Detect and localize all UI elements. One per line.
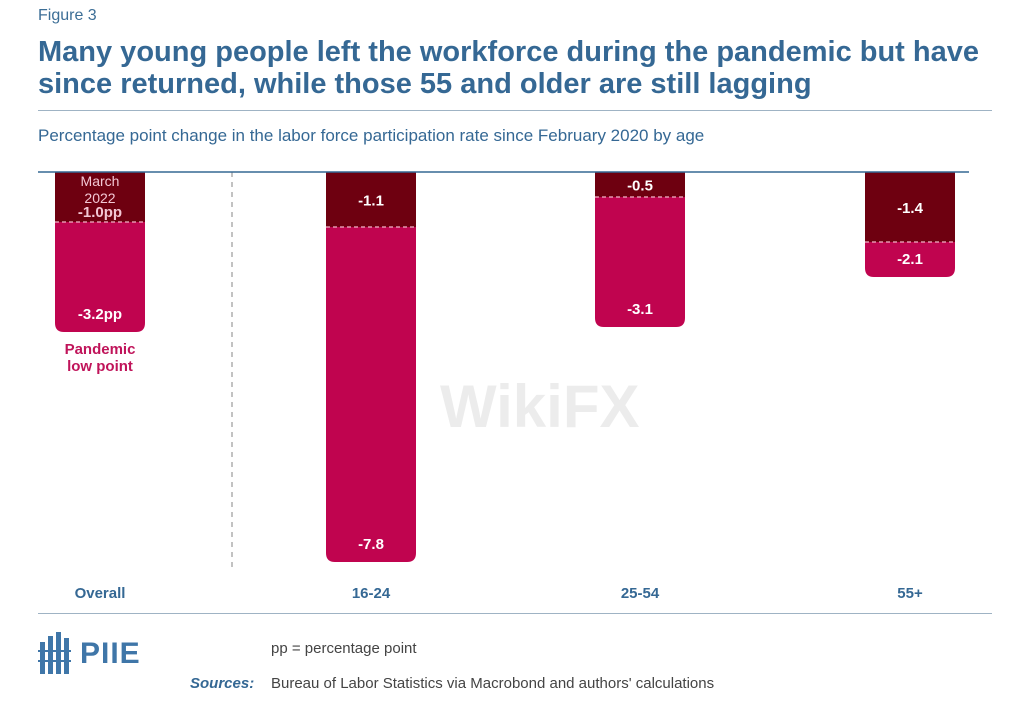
annotation-march: March [81, 173, 120, 189]
chart-subtitle: Percentage point change in the labor for… [38, 126, 705, 145]
bar-pandemic-low-25-54 [595, 172, 685, 327]
data-label-pandemic-low-Overall: -3.2pp [78, 306, 122, 323]
figure-label: Figure 3 [38, 7, 97, 24]
data-label-pandemic-low-25-54: -3.1 [627, 301, 653, 318]
piie-logo-text: PIIE [80, 637, 141, 670]
annotation-low-point: low point [67, 358, 133, 375]
bar-march-2022-Overall [55, 172, 145, 222]
data-label-pandemic-low-55+: -2.1 [897, 251, 923, 268]
title-divider [38, 110, 992, 111]
piie-logo: PIIE [38, 632, 141, 676]
data-label-pandemic-low-16-24: -7.8 [358, 536, 384, 553]
sources-label: Sources: [190, 675, 255, 692]
bar-march-2022-16-24 [326, 172, 416, 227]
piie-logo-icon [38, 632, 71, 674]
data-label-march-2022-16-24: -1.1 [358, 193, 384, 210]
annotation-2022: 2022 [84, 190, 115, 206]
data-label-march-2022-Overall: -1.0pp [78, 204, 122, 221]
x-tick-label-55+: 55+ [897, 585, 923, 602]
footer-divider [38, 613, 992, 614]
x-tick-label-16-24: 16-24 [352, 585, 391, 602]
chart-title: Many young people left the workforce dur… [38, 36, 979, 100]
sources-text: Bureau of Labor Statistics via Macrobond… [271, 675, 715, 692]
bar-pandemic-low-16-24 [326, 172, 416, 562]
x-tick-label-Overall: Overall [75, 585, 126, 602]
annotation-pandemic: Pandemic [65, 341, 136, 358]
footnote: pp = percentage point [271, 640, 417, 657]
x-tick-label-25-54: 25-54 [621, 585, 660, 602]
watermark: WikiFX [440, 373, 640, 440]
bar-march-2022-55+ [865, 172, 955, 242]
data-label-march-2022-25-54: -0.5 [627, 178, 653, 195]
data-label-march-2022-55+: -1.4 [897, 200, 924, 217]
bar-march-2022-25-54 [595, 172, 685, 197]
